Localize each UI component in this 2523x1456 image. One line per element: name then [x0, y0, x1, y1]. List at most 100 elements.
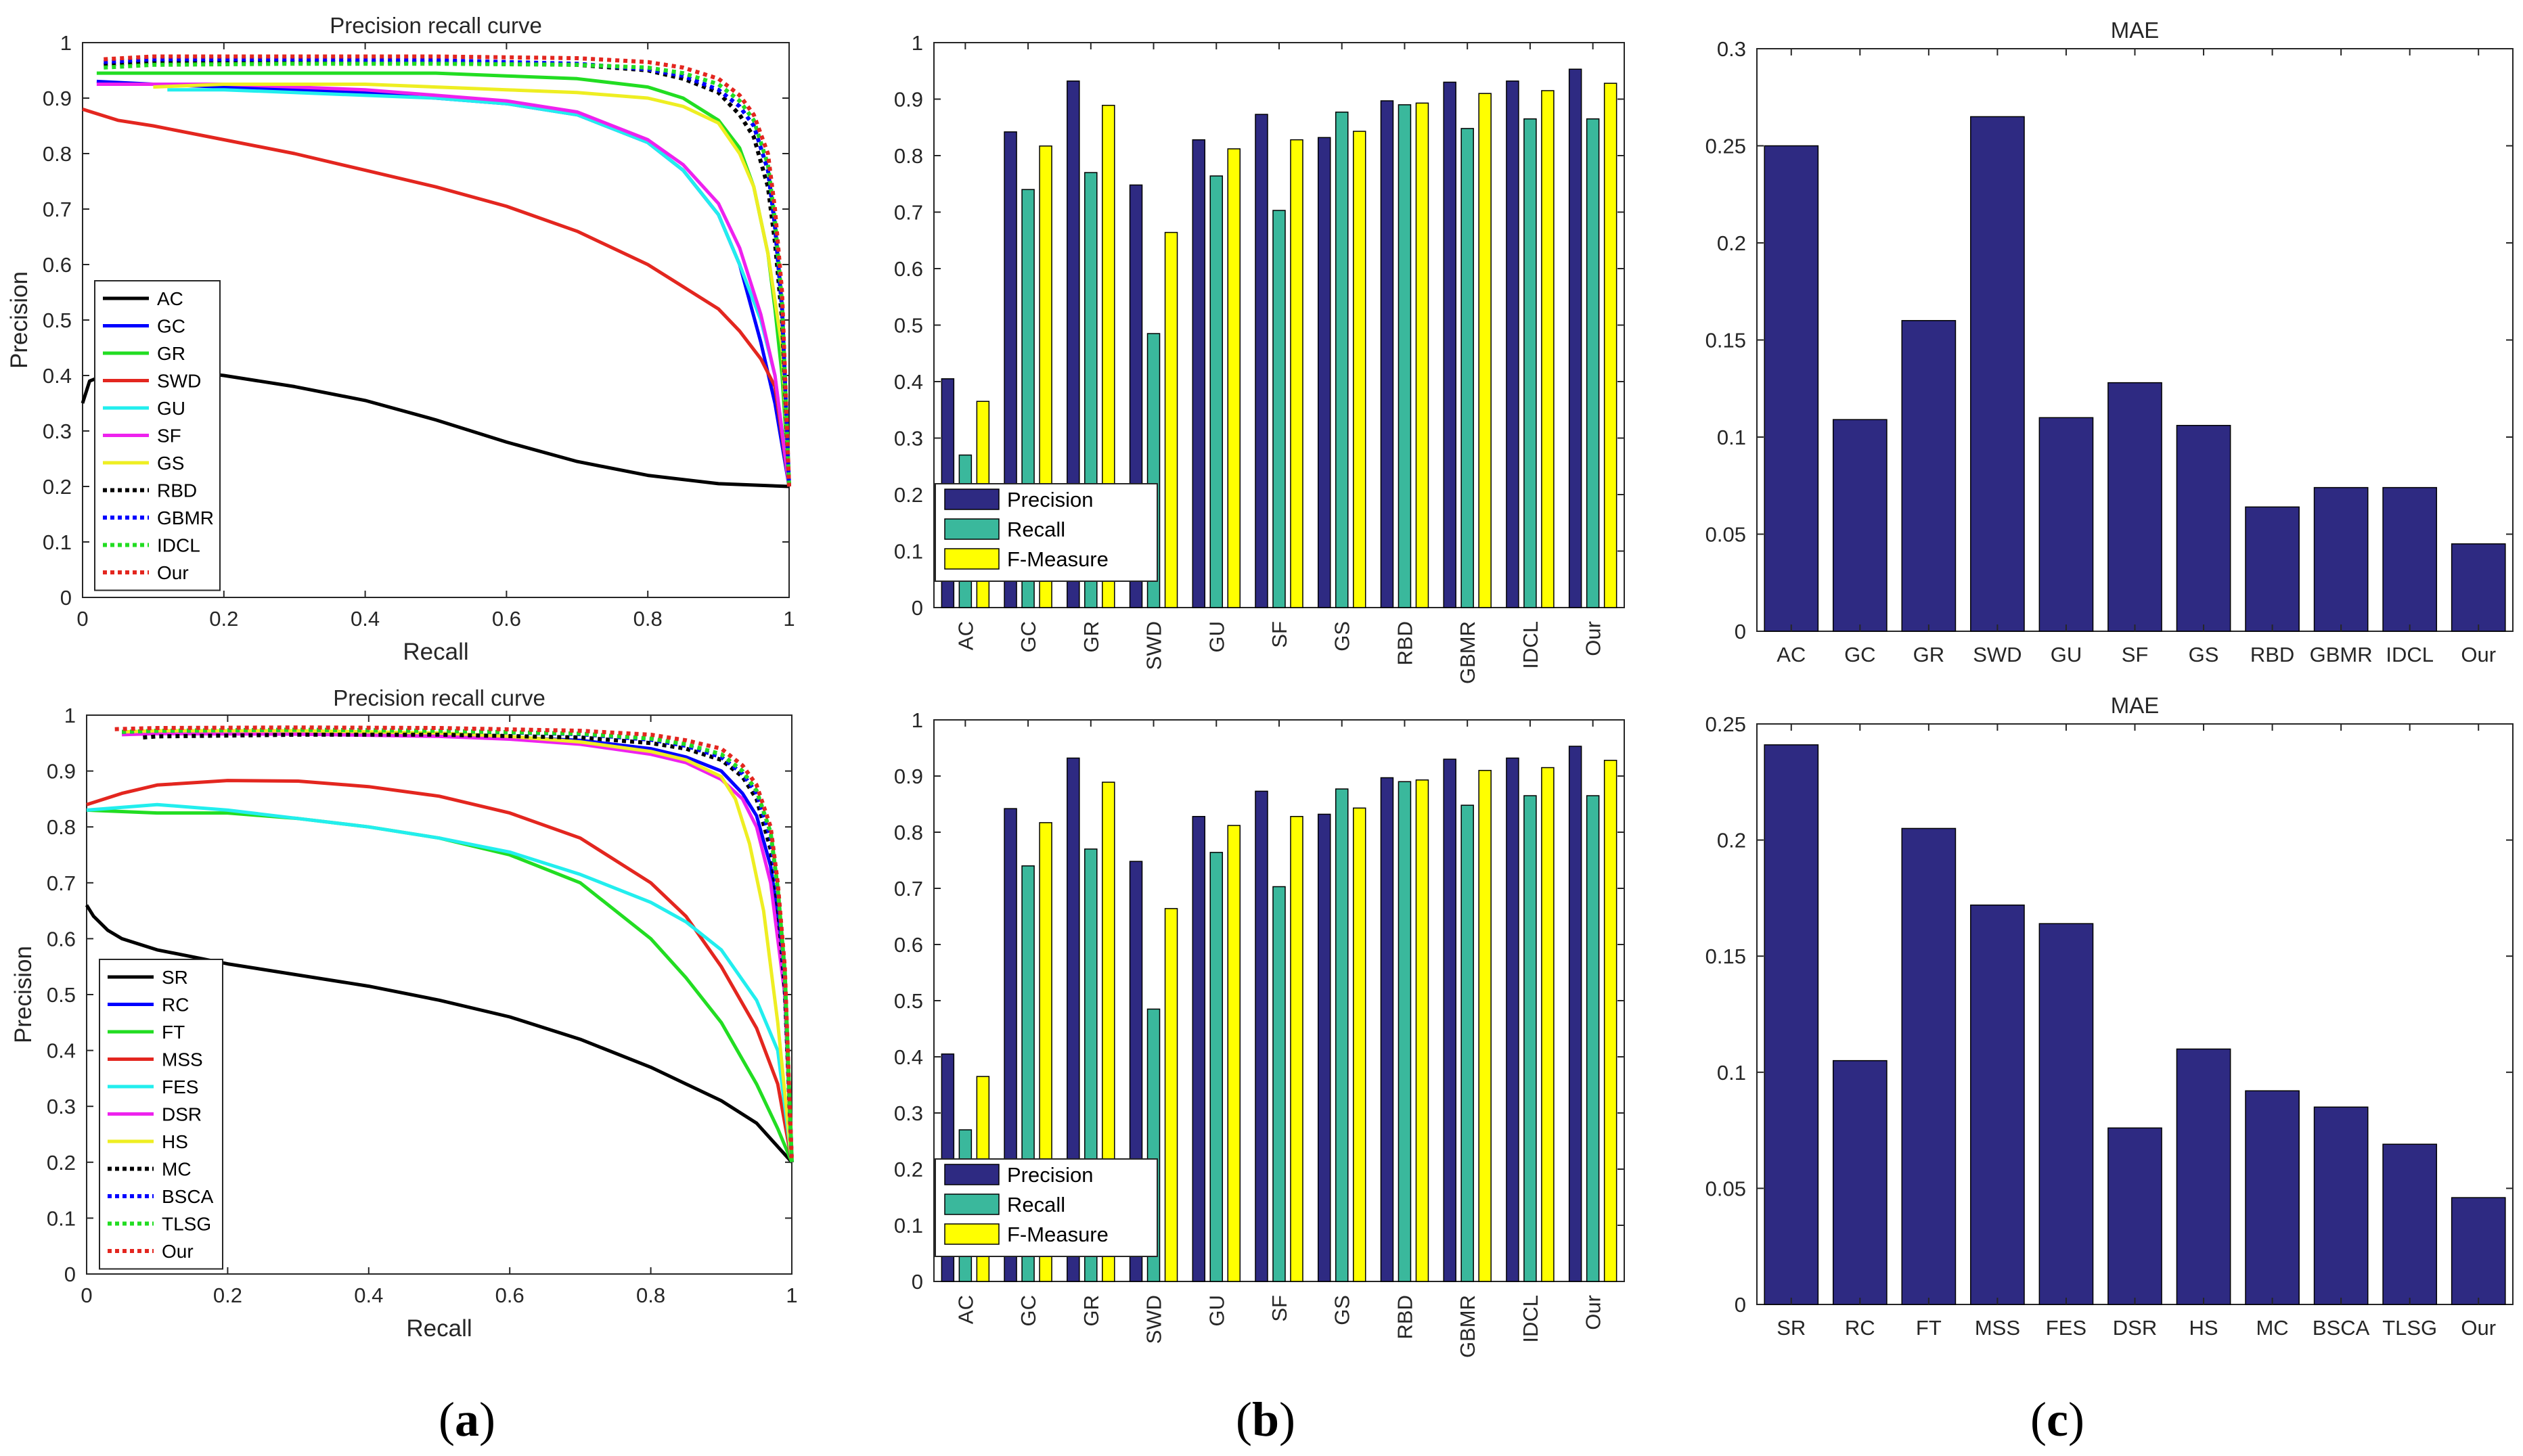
y-tick-label: 0 — [912, 596, 923, 620]
y-tick-label: 0.1 — [43, 530, 72, 554]
y-tick-label: 1 — [912, 708, 923, 732]
legend-label-bsca: BSCA — [162, 1186, 214, 1207]
x-tick-label: RC — [1845, 1316, 1875, 1340]
legend-label-recall: Recall — [1007, 1193, 1065, 1216]
x-tick-label: 0.6 — [492, 607, 521, 631]
bar-precision-sf — [1255, 114, 1268, 608]
x-tick-label: GC — [1844, 643, 1876, 666]
caption-b: (b) — [1236, 1392, 1295, 1447]
y-tick-label: 0.5 — [47, 983, 76, 1007]
bar-precision-rbd — [1380, 777, 1394, 1282]
x-tick-label: GS — [1331, 1295, 1354, 1325]
legend-label-f-measure: F-Measure — [1007, 547, 1109, 571]
series-line-hs — [122, 729, 794, 1163]
x-tick-label: GBMR — [1456, 621, 1479, 684]
bar-precision-rbd — [1380, 100, 1394, 608]
bar-precision-gu — [1192, 139, 1206, 608]
legend-label-recall: Recall — [1007, 518, 1065, 541]
legend-label-precision: Precision — [1007, 488, 1094, 511]
bar-recall-rbd — [1398, 781, 1412, 1282]
x-tick-label: TLSG — [2382, 1316, 2437, 1340]
legend-label-swd: SWD — [157, 371, 201, 392]
bar-mae-mss — [1970, 904, 2025, 1305]
bar-mae-swd — [1970, 116, 2025, 632]
legend-label-sf: SF — [157, 426, 181, 447]
bar-precision-gs — [1317, 137, 1331, 608]
x-tick-label: SWD — [1973, 643, 2022, 666]
bar-mae-sr — [1764, 744, 1819, 1305]
x-tick-label: FES — [2046, 1316, 2086, 1340]
y-tick-label: 0.2 — [1717, 231, 1746, 255]
y-tick-label: 0.2 — [894, 483, 923, 507]
pr-curve-chart-top: 0 0.2 0.4 0.6 0.8 1 0 0.1 0.2 0.3 0.4 0.5 0.6 0.7 0.8 0… — [6, 13, 795, 665]
x-tick-label: GS — [2189, 643, 2219, 666]
series-line-swd — [82, 108, 791, 487]
legend-label-hs: HS — [162, 1131, 188, 1152]
mae-chart-top: 0 0.05 0.1 0.15 0.2 0.25 0.3 AC GC GR SWD GU SF GS RBD… — [1705, 18, 2514, 666]
y-tick-label: 0.7 — [894, 201, 923, 225]
legend-label-gc: GC — [157, 316, 185, 337]
bar-mae-tlsg — [2382, 1143, 2438, 1305]
series-line-gu — [167, 88, 791, 487]
bar-recall-gu — [1209, 175, 1224, 608]
bar-f-measure-swd — [1164, 908, 1178, 1282]
x-tick-label: FT — [1916, 1316, 1942, 1340]
bar-f-measure-gbmr — [1478, 93, 1492, 608]
caption-c: (c) — [2030, 1392, 2084, 1447]
y-tick-label: 0.6 — [47, 927, 76, 951]
y-tick-label: 0.6 — [894, 933, 923, 957]
bar-f-measure-idcl — [1541, 90, 1555, 608]
x-tick-label: AC — [1777, 643, 1806, 666]
bar-mae-ft — [1901, 827, 1957, 1305]
y-tick-label: 0.8 — [894, 821, 923, 844]
bar-precision-gbmr — [1443, 81, 1456, 608]
x-axis-label: Recall — [403, 639, 468, 665]
y-tick-label: 0.7 — [894, 877, 923, 901]
bar-mae-our — [2451, 1197, 2506, 1305]
y-tick-label: 0.3 — [894, 1101, 923, 1125]
x-tick-label: Our — [1582, 1295, 1605, 1330]
y-tick-label: 0.2 — [894, 1158, 923, 1181]
x-tick-label: SF — [1268, 621, 1291, 648]
y-tick-label: 0.2 — [43, 475, 72, 499]
y-tick-label: 0 — [1735, 1293, 1746, 1317]
x-tick-label: MC — [2256, 1316, 2288, 1340]
y-tick-label: 0.3 — [894, 427, 923, 451]
x-tick-label: 0.8 — [633, 607, 663, 631]
series-line-sr — [85, 904, 793, 1164]
bar-f-measure-sf — [1290, 816, 1303, 1282]
y-tick-label: 0.9 — [43, 87, 72, 110]
bar-f-measure-rbd — [1415, 779, 1429, 1282]
x-tick-label: GC — [1017, 621, 1040, 653]
bar-f-measure-our — [1603, 760, 1617, 1282]
legend-label-gbmr: GBMR — [157, 507, 214, 528]
bar-recall-our — [1586, 118, 1600, 608]
x-tick-label: Our — [2461, 643, 2496, 666]
bar-f-measure-gu — [1227, 148, 1241, 608]
bar-mae-gbmr — [2313, 486, 2369, 632]
bar-f-measure-gr — [1102, 781, 1115, 1282]
x-tick-label: 0.2 — [213, 1283, 242, 1307]
y-axis-label: Precision — [6, 271, 32, 369]
x-tick-label: IDCL — [1519, 621, 1542, 669]
bar-mae-gs — [2176, 425, 2231, 632]
legend-label-tlsg: TLSG — [162, 1214, 211, 1235]
legend-label-fes: FES — [162, 1076, 198, 1097]
bar-f-measure-gr — [1102, 104, 1115, 608]
y-tick-label: 0.2 — [1717, 829, 1746, 852]
legend-label-idcl: IDCL — [157, 535, 200, 556]
x-tick-label: GR — [1913, 643, 1945, 666]
legend-label-mc: MC — [162, 1159, 192, 1180]
bar-mae-hs — [2176, 1048, 2231, 1305]
x-tick-label: GS — [1331, 621, 1354, 652]
y-tick-label: 0.4 — [894, 1045, 923, 1069]
chart-title: MAE — [2111, 693, 2160, 718]
y-tick-label: 0.9 — [894, 88, 923, 112]
x-tick-label: 0.4 — [351, 607, 380, 631]
legend-label-dsr: DSR — [162, 1104, 202, 1125]
legend-label-ac: AC — [157, 288, 183, 309]
series-line-gs — [153, 83, 791, 487]
y-tick-label: 0.6 — [894, 257, 923, 281]
bar-f-measure-gs — [1352, 807, 1366, 1282]
bar-precision-gs — [1317, 813, 1331, 1282]
